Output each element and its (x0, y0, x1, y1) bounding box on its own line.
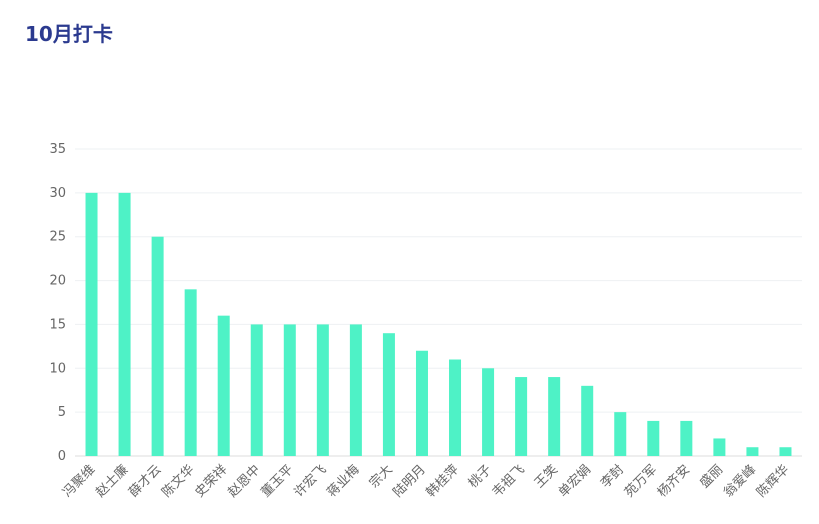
y-tick-label: 15 (49, 317, 66, 332)
bar (184, 289, 197, 456)
x-tick-label: 韦祖飞 (490, 462, 528, 500)
x-tick-label: 董玉平 (258, 462, 296, 500)
y-tick-label: 25 (49, 230, 66, 245)
x-tick-label: 宗大 (366, 462, 396, 492)
x-tick-label: 桃子 (466, 462, 495, 491)
x-tick-label: 史荣祥 (192, 462, 230, 500)
x-tick-label: 单宏娟 (556, 462, 594, 500)
x-tick-label: 薛才云 (126, 462, 164, 500)
y-tick-label: 35 (49, 142, 66, 157)
bar (449, 359, 462, 456)
x-tick-label: 陆明月 (390, 462, 429, 501)
y-tick-label: 20 (49, 274, 66, 289)
x-tick-label: 韩桂萍 (424, 462, 462, 500)
x-tick-label: 陈辉华 (753, 462, 792, 501)
bar (746, 447, 759, 456)
y-tick-label: 5 (58, 405, 66, 420)
x-tick-label: 赵恩中 (225, 462, 263, 500)
bar (151, 236, 164, 456)
chart-title: 10月打卡 (25, 22, 113, 46)
x-tick-label: 杨齐安 (654, 462, 693, 501)
bar (316, 324, 329, 456)
x-tick-label: 赵士廉 (92, 462, 131, 501)
bar (118, 192, 131, 456)
bar (217, 315, 230, 456)
y-tick-label: 30 (49, 186, 66, 201)
x-tick-label: 王笑 (531, 462, 561, 492)
x-tick-label: 许宏飞 (291, 462, 329, 500)
bar (779, 447, 792, 456)
x-tick-label: 蒋业梅 (325, 462, 363, 500)
bar (680, 420, 693, 456)
bar (482, 368, 495, 456)
bar (581, 385, 594, 456)
bar (647, 420, 660, 456)
bar (250, 324, 263, 456)
x-tick-label: 冯聚维 (60, 462, 98, 500)
bar (548, 377, 561, 456)
x-tick-label: 李尌 (597, 462, 627, 492)
bar (415, 350, 428, 456)
bar (349, 324, 362, 456)
bar (283, 324, 296, 456)
y-tick-label: 0 (58, 449, 66, 464)
x-tick-label: 苑万军 (622, 462, 660, 500)
y-tick-label: 10 (49, 361, 66, 376)
bar (85, 192, 98, 456)
bar (382, 333, 395, 456)
bar (614, 412, 627, 456)
x-tick-label: 陈文华 (159, 462, 198, 501)
x-tick-label: 翁爱峰 (721, 462, 759, 500)
bar (515, 377, 528, 456)
bar (713, 438, 726, 456)
x-tick-label: 盛丽 (697, 462, 726, 491)
